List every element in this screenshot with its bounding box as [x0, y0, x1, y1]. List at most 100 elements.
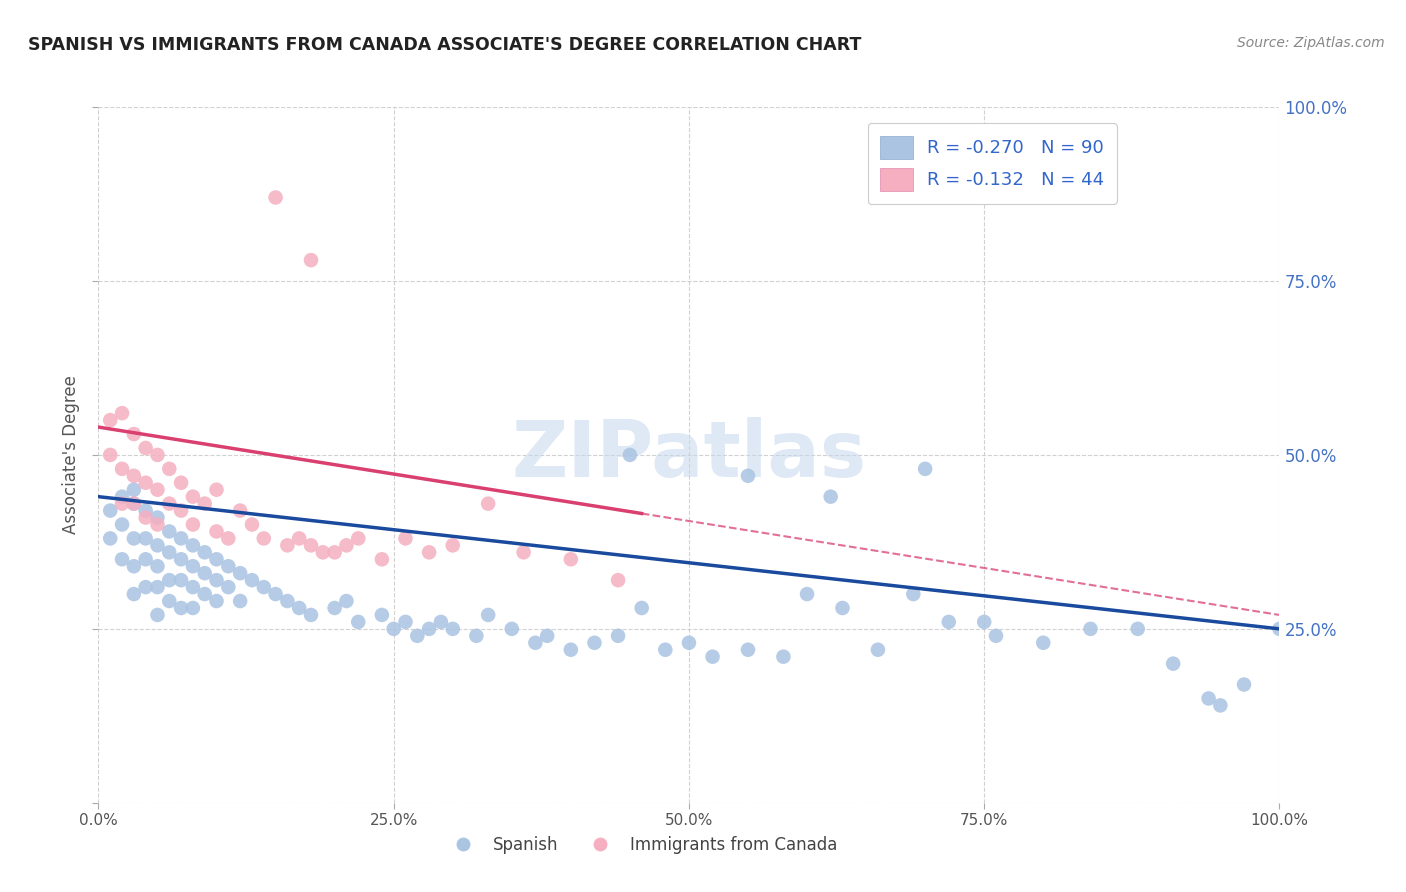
- Point: [737, 642, 759, 657]
- Point: [512, 545, 534, 559]
- Point: [938, 615, 960, 629]
- Point: [323, 545, 346, 559]
- Point: [229, 566, 252, 581]
- Point: [973, 615, 995, 629]
- Point: [465, 629, 488, 643]
- Point: [205, 594, 228, 608]
- Point: [170, 503, 193, 517]
- Point: [170, 475, 193, 490]
- Point: [264, 190, 287, 204]
- Point: [111, 497, 134, 511]
- Point: [335, 594, 357, 608]
- Point: [157, 462, 180, 476]
- Point: [181, 580, 204, 594]
- Point: [146, 580, 169, 594]
- Point: [217, 559, 239, 574]
- Point: [1233, 677, 1256, 691]
- Point: [299, 253, 322, 268]
- Point: [1126, 622, 1149, 636]
- Point: [146, 510, 169, 524]
- Point: [111, 517, 134, 532]
- Point: [264, 587, 287, 601]
- Point: [157, 524, 180, 539]
- Point: [583, 636, 606, 650]
- Point: [122, 497, 145, 511]
- Point: [288, 601, 311, 615]
- Point: [205, 524, 228, 539]
- Point: [122, 559, 145, 574]
- Point: [299, 538, 322, 552]
- Point: [312, 545, 335, 559]
- Text: ZIPatlas: ZIPatlas: [512, 417, 866, 493]
- Point: [205, 573, 228, 587]
- Point: [122, 483, 145, 497]
- Point: [430, 615, 453, 629]
- Point: [406, 629, 429, 643]
- Point: [146, 538, 169, 552]
- Point: [560, 642, 582, 657]
- Point: [607, 629, 630, 643]
- Point: [146, 448, 169, 462]
- Point: [1080, 622, 1102, 636]
- Point: [135, 503, 157, 517]
- Point: [111, 462, 134, 476]
- Point: [194, 545, 217, 559]
- Point: [903, 587, 925, 601]
- Point: [820, 490, 842, 504]
- Point: [194, 566, 217, 581]
- Point: [288, 532, 311, 546]
- Point: [524, 636, 547, 650]
- Point: [98, 413, 121, 427]
- Point: [382, 622, 405, 636]
- Point: [111, 406, 134, 420]
- Point: [122, 427, 145, 442]
- Point: [240, 517, 263, 532]
- Point: [135, 475, 157, 490]
- Text: SPANISH VS IMMIGRANTS FROM CANADA ASSOCIATE'S DEGREE CORRELATION CHART: SPANISH VS IMMIGRANTS FROM CANADA ASSOCI…: [28, 36, 862, 54]
- Point: [135, 510, 157, 524]
- Point: [240, 573, 263, 587]
- Point: [181, 490, 204, 504]
- Point: [299, 607, 322, 622]
- Point: [371, 607, 394, 622]
- Point: [205, 552, 228, 566]
- Point: [831, 601, 853, 615]
- Point: [111, 490, 134, 504]
- Point: [157, 594, 180, 608]
- Point: [619, 448, 641, 462]
- Point: [157, 497, 180, 511]
- Point: [181, 517, 204, 532]
- Point: [205, 483, 228, 497]
- Point: [135, 441, 157, 455]
- Legend: Spanish, Immigrants from Canada: Spanish, Immigrants from Canada: [440, 830, 844, 861]
- Point: [772, 649, 794, 664]
- Point: [1209, 698, 1232, 713]
- Text: Source: ZipAtlas.com: Source: ZipAtlas.com: [1237, 36, 1385, 50]
- Point: [866, 642, 889, 657]
- Point: [914, 462, 936, 476]
- Point: [170, 552, 193, 566]
- Point: [1198, 691, 1220, 706]
- Point: [157, 545, 180, 559]
- Point: [560, 552, 582, 566]
- Point: [229, 594, 252, 608]
- Point: [253, 580, 276, 594]
- Point: [394, 532, 416, 546]
- Point: [170, 532, 193, 546]
- Point: [1268, 622, 1291, 636]
- Point: [371, 552, 394, 566]
- Point: [335, 538, 357, 552]
- Point: [98, 448, 121, 462]
- Point: [146, 517, 169, 532]
- Point: [170, 601, 193, 615]
- Point: [536, 629, 558, 643]
- Point: [122, 587, 145, 601]
- Point: [477, 497, 499, 511]
- Point: [501, 622, 523, 636]
- Point: [122, 468, 145, 483]
- Point: [737, 468, 759, 483]
- Point: [111, 552, 134, 566]
- Point: [607, 573, 630, 587]
- Point: [194, 497, 217, 511]
- Point: [477, 607, 499, 622]
